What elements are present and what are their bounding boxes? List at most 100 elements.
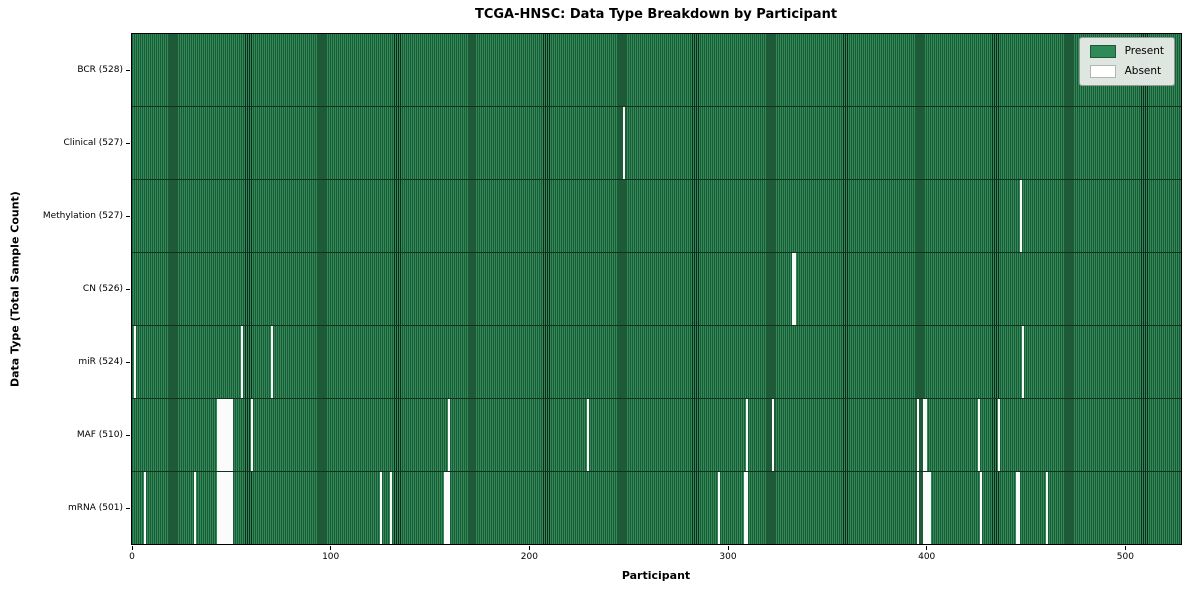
legend: Present Absent <box>1078 37 1175 86</box>
absent-stripe <box>143 471 146 544</box>
y-tick-label-Methylation: Methylation (527) <box>42 210 123 221</box>
y-tick-mark <box>126 289 130 290</box>
absent-stripe <box>219 471 222 544</box>
x-tick-label-200: 200 <box>520 552 538 562</box>
absent-stripe <box>916 398 919 472</box>
x-tick-label-0: 0 <box>129 552 135 562</box>
absent-stripe <box>223 398 226 472</box>
x-tick-mark <box>131 546 133 550</box>
absent-stripe <box>229 471 232 544</box>
y-tick-mark <box>126 362 130 364</box>
y-tick-mark <box>126 69 130 71</box>
y-tick-label-miR: miR (524) <box>78 357 123 368</box>
x-tick-label-400: 400 <box>918 552 936 562</box>
x-tick-mark <box>1124 546 1126 550</box>
absent-stripe <box>745 398 748 472</box>
x-tick-label-500: 500 <box>1116 552 1134 562</box>
absent-stripe <box>445 471 448 544</box>
absent-stripe <box>227 471 230 544</box>
absent-stripe <box>924 471 927 544</box>
absent-stripe <box>978 398 981 472</box>
y-tick-mark <box>126 435 130 437</box>
legend-item-absent: Absent <box>1089 65 1164 78</box>
row-separator <box>132 470 1181 472</box>
absent-stripe <box>219 398 222 472</box>
row-separator <box>132 179 1181 181</box>
absent-stripe <box>622 106 625 180</box>
x-tick-label-100: 100 <box>322 552 340 562</box>
absent-stripe <box>998 398 1001 472</box>
heatmap-row-BCR <box>132 34 1181 107</box>
y-tick-label-BCR: BCR (528) <box>77 64 123 75</box>
x-tick-mark <box>727 546 729 550</box>
absent-stripe <box>447 471 450 544</box>
absent-stripe <box>133 325 136 399</box>
absent-stripe <box>217 398 220 472</box>
absent-stripe <box>924 398 927 472</box>
absent-stripe <box>227 398 230 472</box>
absent-stripe <box>221 471 224 544</box>
heatmap-row-CN <box>132 252 1181 326</box>
row-separator <box>132 397 1181 399</box>
absent-stripe <box>791 252 794 326</box>
y-axis-label: Data Type (Total Sample Count) <box>8 191 22 387</box>
absent-stripe <box>1016 471 1019 544</box>
absent-stripe <box>1020 179 1023 253</box>
absent-stripe <box>231 471 234 544</box>
x-tick-mark <box>926 546 928 550</box>
absent-stripe <box>390 471 393 544</box>
heatmap-row-MAF <box>132 398 1181 472</box>
absent-stripe <box>586 398 589 472</box>
legend-label-present: Present <box>1124 45 1164 57</box>
absent-stripe <box>271 325 274 399</box>
present-swatch-icon <box>1089 45 1116 58</box>
absent-stripe <box>380 471 383 544</box>
y-tick-label-CN: CN (526) <box>82 284 123 294</box>
absent-stripe <box>221 398 224 472</box>
absent-stripe <box>928 471 931 544</box>
absent-stripe <box>743 471 746 544</box>
absent-stripe <box>980 471 983 544</box>
row-separator <box>132 252 1181 254</box>
absent-stripe <box>193 471 196 544</box>
absent-stripe <box>1045 471 1048 544</box>
x-tick-label-300: 300 <box>719 552 737 562</box>
absent-stripe <box>745 471 748 544</box>
absent-stripe <box>771 398 774 472</box>
row-separator <box>132 106 1181 108</box>
legend-label-absent: Absent <box>1124 65 1162 77</box>
heatmap-row-mRNA <box>132 471 1181 544</box>
absent-stripe <box>223 471 226 544</box>
absent-stripe <box>793 252 796 326</box>
heatmap-row-miR <box>132 325 1181 399</box>
absent-swatch-icon <box>1089 65 1116 78</box>
legend-item-present: Present <box>1089 45 1164 58</box>
absent-stripe <box>217 471 220 544</box>
absent-stripe <box>718 471 721 544</box>
absent-stripe <box>225 471 228 544</box>
absent-stripe <box>225 398 228 472</box>
heatmap-row-Clinical <box>132 106 1181 180</box>
absent-stripe <box>443 471 446 544</box>
absent-stripe <box>231 398 234 472</box>
absent-stripe <box>922 471 925 544</box>
plot-area <box>131 33 1182 545</box>
absent-stripe <box>241 325 244 399</box>
absent-stripe <box>1018 471 1021 544</box>
absent-stripe <box>1022 325 1025 399</box>
absent-stripe <box>922 398 925 472</box>
row-separator <box>132 324 1181 326</box>
y-tick-label-MAF: MAF (510) <box>76 430 123 441</box>
absent-stripe <box>447 398 450 472</box>
x-axis-label: Participant <box>621 569 691 582</box>
x-tick-mark <box>528 546 530 550</box>
absent-stripe <box>229 398 232 472</box>
y-tick-label-mRNA: mRNA (501) <box>68 503 123 514</box>
x-tick-mark <box>330 546 332 550</box>
y-tick-mark <box>126 508 130 510</box>
chart-title: TCGA-HNSC: Data Type Breakdown by Partic… <box>474 7 838 22</box>
y-tick-label-Clinical: Clinical (527) <box>63 137 123 148</box>
y-tick-mark <box>126 142 130 144</box>
y-tick-mark <box>126 215 130 217</box>
